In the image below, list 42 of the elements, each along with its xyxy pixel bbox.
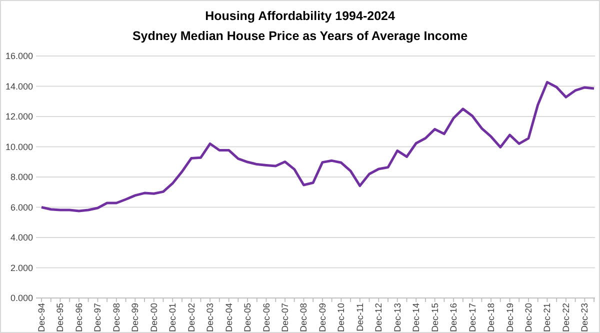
x-tick-label: Dec-97 [92, 303, 103, 332]
x-tick-label: Dec-94 [36, 303, 46, 332]
x-tick-label: Dec-02 [186, 303, 196, 332]
x-tick-label: Dec-96 [74, 303, 84, 332]
x-tick-label: Dec-05 [242, 303, 253, 332]
y-tick-label: 0.000 [10, 293, 33, 304]
y-tick-label: 2.000 [10, 262, 33, 273]
x-tick-label: Dec-95 [55, 303, 66, 332]
chart-subtitle: Sydney Median House Price as Years of Average Income [132, 29, 468, 43]
y-tick-label: 14.000 [5, 81, 33, 92]
x-tick-label: Dec-03 [205, 303, 216, 332]
x-tick-label: Dec-15 [430, 303, 440, 332]
y-tick-label: 12.000 [5, 112, 33, 122]
x-tick-label: Dec-19 [504, 303, 515, 332]
x-tick-label: Dec-23 [580, 303, 590, 332]
x-tick-label: Dec-08 [298, 303, 309, 332]
x-tick-label: Dec-98 [111, 303, 122, 332]
x-tick-label: Dec-13 [392, 303, 402, 332]
x-tick-label: Dec-21 [542, 303, 552, 332]
y-tick-label: 10.000 [5, 142, 33, 152]
x-tick-label: Dec-01 [168, 303, 178, 332]
x-tick-label: Dec-99 [130, 303, 140, 332]
x-tick-label: Dec-22 [560, 303, 571, 332]
x-tick-label: Dec-10 [336, 303, 346, 332]
x-tick-label: Dec-14 [411, 303, 422, 332]
x-tick-label: Dec-06 [261, 303, 272, 332]
x-tick-label: Dec-18 [486, 303, 496, 332]
x-tick-label: Dec-16 [448, 303, 459, 332]
x-tick-label: Dec-12 [374, 303, 384, 332]
y-tick-label: 6.000 [10, 202, 33, 212]
x-tick-label: Dec-04 [224, 303, 234, 332]
y-tick-label: 16.000 [5, 51, 33, 62]
x-tick-label: Dec-09 [317, 303, 328, 332]
x-tick-label: Dec-17 [467, 303, 478, 332]
y-tick-label: 4.000 [10, 232, 33, 243]
x-tick-label: Dec-07 [280, 303, 290, 332]
line-series [40, 80, 596, 212]
x-tick-label: Dec-11 [354, 303, 365, 332]
chart-title: Housing Affordability 1994-2024 [205, 9, 395, 23]
x-tick-label: Dec-20 [523, 303, 534, 332]
y-tick-label: 8.000 [10, 172, 33, 182]
x-tick-label: Dec-00 [148, 303, 159, 332]
